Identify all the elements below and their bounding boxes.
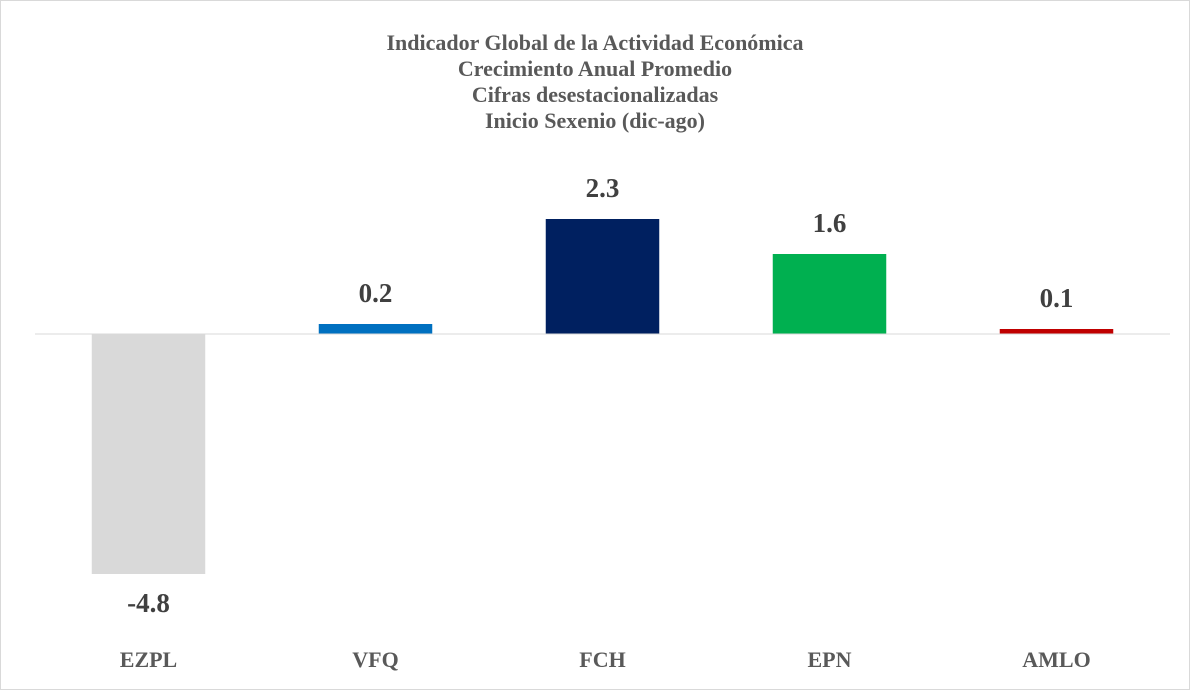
x-tick-label: AMLO	[1022, 647, 1090, 672]
chart-title: Cifras desestacionalizadas	[472, 82, 719, 107]
bar	[318, 324, 433, 334]
bar	[999, 329, 1114, 334]
chart-title: Indicador Global de la Actividad Económi…	[386, 30, 803, 55]
value-label: 0.1	[1040, 283, 1074, 313]
value-label: -4.8	[127, 588, 170, 618]
bar	[91, 334, 206, 574]
value-label: 2.3	[586, 173, 620, 203]
chart-title: Inicio Sexenio (dic-ago)	[485, 108, 705, 133]
bar	[545, 219, 660, 334]
value-label: 0.2	[359, 278, 393, 308]
x-tick-label: EPN	[808, 647, 852, 672]
x-tick-label: FCH	[579, 647, 625, 672]
value-label: 1.6	[813, 208, 847, 238]
chart-title: Crecimiento Anual Promedio	[458, 56, 732, 81]
x-tick-label: VFQ	[352, 647, 398, 672]
x-tick-label: EZPL	[120, 647, 177, 672]
bar	[772, 254, 887, 334]
